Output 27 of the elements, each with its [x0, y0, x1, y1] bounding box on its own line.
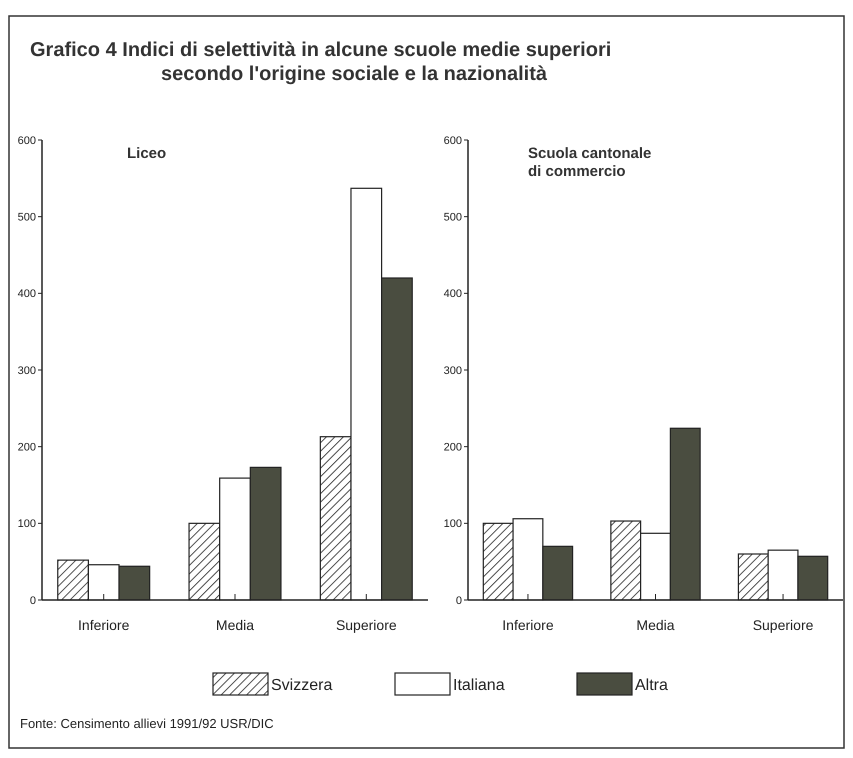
chart-title: Grafico 4 Indici di selettività in alcune scuole medie superiori secondo l'origine sociale e la nazionalità	[30, 39, 612, 85]
legend-label: Altra	[635, 677, 668, 694]
y-tick-label: 0	[456, 594, 462, 607]
legend-label: Italiana	[453, 677, 505, 694]
y-tick-label: 600	[18, 134, 36, 147]
source-note: Fonte: Censimento allievi 1991/92 USR/DIC	[20, 716, 274, 731]
legend-label: Svizzera	[271, 677, 332, 694]
x-tick-label: Media	[636, 617, 675, 633]
chart-subtitle: Liceo	[127, 145, 166, 162]
y-tick-label: 100	[18, 518, 36, 530]
x-tick-label: Media	[216, 617, 254, 633]
y-tick-label: 500	[444, 212, 462, 224]
x-tick-label: Superiore	[752, 617, 814, 633]
y-tick-label: 100	[444, 518, 462, 530]
y-tick-label: 400	[18, 288, 36, 300]
y-tick-label: 500	[18, 212, 36, 224]
y-tick-label: 200	[444, 442, 462, 454]
x-tick-label: Superiore	[336, 617, 397, 633]
y-tick-label: 600	[444, 134, 462, 147]
x-tick-label: Inferiore	[78, 617, 130, 633]
y-tick-label: 400	[444, 288, 462, 300]
y-tick-label: 200	[18, 442, 36, 454]
x-tick-label: Inferiore	[502, 617, 554, 633]
y-tick-label: 0	[30, 594, 36, 607]
y-tick-label: 300	[18, 364, 36, 377]
y-tick-label: 300	[444, 364, 462, 377]
text: Scuola cantonale di commercio	[528, 145, 652, 180]
